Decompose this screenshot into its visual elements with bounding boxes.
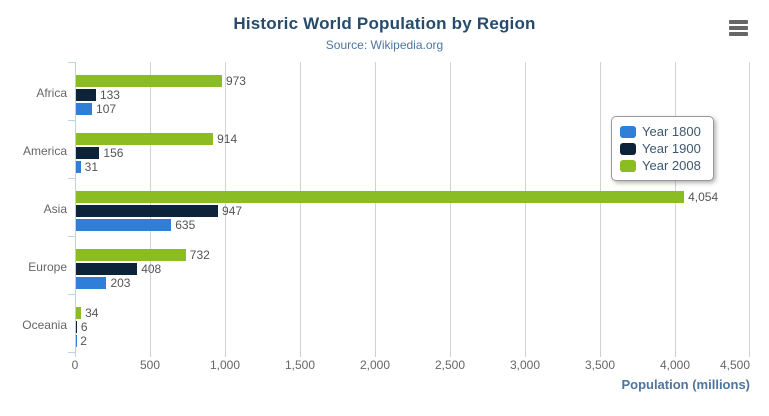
legend-symbol [620,142,636,155]
category-axis-tick [68,62,75,63]
value-axis-tick [225,352,226,357]
legend-item-year-2008[interactable]: Year 2008 [620,158,701,173]
gridline [525,62,526,352]
value-axis-tick [300,352,301,357]
legend-label: Year 1900 [642,141,701,156]
bar-asia-year-1900[interactable] [76,205,218,217]
value-axis-tick [525,352,526,357]
bar-value-label: 732 [189,248,210,262]
value-axis-tick [150,352,151,357]
category-label: Oceania [22,318,67,332]
value-tick-label: 2,000 [359,358,391,372]
bar-value-label: 408 [141,262,162,276]
bar-africa-year-2008[interactable] [76,75,222,87]
legend: Year 1800 Year 1900 Year 2008 [611,116,714,181]
category-label: Africa [36,86,67,100]
value-tick-label: 3,500 [584,358,616,372]
bar-value-label: 34 [85,306,99,320]
bar-america-year-1900[interactable] [76,147,100,159]
category-axis-tick [68,120,75,121]
value-tick-label: 3,000 [509,358,541,372]
hamburger-icon [729,19,748,36]
x-axis-title: Population (millions) [621,377,750,392]
bar-africa-year-1900[interactable] [76,89,96,101]
bar-europe-year-1800[interactable] [76,277,107,289]
gridline [300,62,301,352]
bar-value-label: 31 [84,160,98,174]
bar-america-year-1800[interactable] [76,161,81,173]
value-axis-tick [75,352,76,357]
gridline [450,62,451,352]
legend-label: Year 1800 [642,124,701,139]
bar-europe-year-1900[interactable] [76,263,138,275]
bar-oceania-year-2008[interactable] [76,307,82,319]
legend-label: Year 2008 [642,158,701,173]
category-label: Asia [43,202,67,216]
bar-asia-year-2008[interactable] [76,191,685,203]
bar-value-label: 914 [217,132,238,146]
bar-value-label: 133 [99,88,120,102]
category-label: Europe [28,260,67,274]
legend-item-year-1800[interactable]: Year 1800 [620,124,701,139]
value-tick-label: 1,000 [209,358,241,372]
bar-value-label: 947 [222,204,243,218]
gridline [600,62,601,352]
value-tick-label: 1,500 [284,358,316,372]
legend-symbol [620,159,636,172]
legend-item-year-1900[interactable]: Year 1900 [620,141,701,156]
category-axis-line [75,62,76,352]
value-tick-label: 0 [71,358,79,372]
value-tick-label: 2,500 [434,358,466,372]
bar-value-label: 4,054 [688,190,719,204]
chart-subtitle: Source: Wikipedia.org [325,38,444,52]
category-axis-tick [68,352,75,353]
export-menu-button[interactable] [729,19,748,36]
bar-value-label: 203 [110,276,131,290]
bar-value-label: 635 [175,218,196,232]
value-tick-label: 4,000 [659,358,691,372]
legend-symbol [620,125,636,138]
bar-value-label: 6 [80,320,88,334]
gridline [749,62,750,352]
gridline [675,62,676,352]
bar-value-label: 2 [80,334,87,348]
chart-title: Historic World Population by Region [233,14,536,33]
bar-america-year-2008[interactable] [76,133,214,145]
bar-africa-year-1800[interactable] [76,103,93,115]
value-axis-tick [749,352,750,357]
bar-value-label: 156 [103,146,124,160]
category-axis-tick [68,294,75,295]
gridline [225,62,226,352]
value-tick-label: 500 [139,358,161,372]
category-axis-tick [68,236,75,237]
bar-value-label: 973 [225,74,246,88]
bar-europe-year-2008[interactable] [76,249,186,261]
bar-asia-year-1800[interactable] [76,219,172,231]
bar-value-label: 107 [96,102,117,116]
value-axis-tick [600,352,601,357]
bar-oceania-year-1900[interactable] [76,321,77,333]
category-axis-tick [68,178,75,179]
value-axis-tick [450,352,451,357]
value-axis-tick [375,352,376,357]
value-tick-label: 4,500 [719,358,751,372]
category-label: America [22,144,67,158]
value-axis-tick [675,352,676,357]
gridline [375,62,376,352]
